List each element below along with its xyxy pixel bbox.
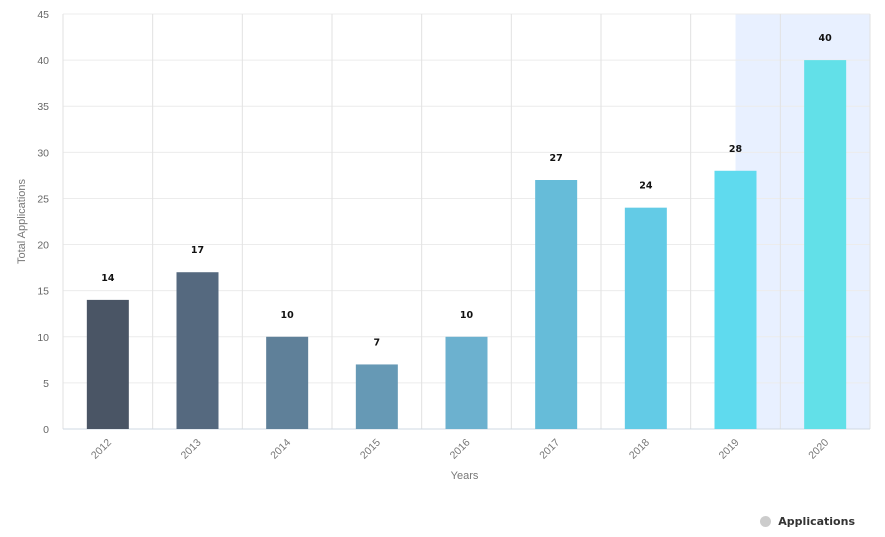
bar bbox=[266, 336, 309, 429]
highlight-band bbox=[735, 14, 870, 429]
x-axis-ticks: 2012 2013 2014 2015 2016 2017 2018 2019 2020 bbox=[89, 437, 831, 462]
x-tick-label: 2018 bbox=[627, 437, 652, 462]
y-tick-label: 35 bbox=[37, 101, 49, 113]
data-label: 27 bbox=[550, 153, 563, 164]
data-label: 10 bbox=[281, 310, 295, 321]
legend-marker bbox=[760, 516, 772, 527]
y-axis-ticks: 0 5 10 15 20 25 30 35 40 45 bbox=[37, 9, 49, 436]
data-label: 7 bbox=[374, 337, 381, 348]
y-tick-label: 45 bbox=[37, 9, 49, 21]
bar bbox=[804, 60, 847, 429]
x-tick-label: 2013 bbox=[179, 437, 204, 462]
data-label: 28 bbox=[729, 144, 743, 155]
data-labels: 14 17 10 7 10 27 24 28 40 bbox=[101, 33, 832, 348]
bar bbox=[445, 336, 488, 429]
x-tick-label: 2012 bbox=[89, 437, 114, 462]
bar bbox=[624, 207, 667, 429]
y-tick-label: 5 bbox=[43, 378, 49, 390]
legend-label: Applications bbox=[778, 515, 855, 528]
y-axis-title: Total Applications bbox=[16, 179, 28, 264]
x-tick-label: 2020 bbox=[806, 437, 831, 462]
data-label: 10 bbox=[460, 310, 474, 321]
y-tick-label: 25 bbox=[37, 193, 49, 205]
legend[interactable]: Applications bbox=[760, 515, 855, 528]
y-tick-label: 15 bbox=[37, 286, 49, 298]
y-tick-label: 40 bbox=[37, 55, 49, 67]
x-axis-title: Years bbox=[451, 470, 479, 482]
x-tick-label: 2017 bbox=[537, 437, 562, 462]
bars bbox=[86, 60, 847, 429]
data-label: 24 bbox=[639, 181, 653, 192]
y-tick-label: 0 bbox=[43, 424, 49, 436]
bar bbox=[714, 170, 757, 429]
data-label: 17 bbox=[191, 245, 204, 256]
x-tick-label: 2015 bbox=[358, 437, 383, 462]
bar bbox=[176, 272, 219, 429]
x-tick-label: 2014 bbox=[268, 437, 293, 462]
y-tick-label: 20 bbox=[37, 240, 49, 252]
data-label: 40 bbox=[819, 33, 833, 44]
x-tick-label: 2019 bbox=[717, 437, 742, 462]
y-tick-label: 10 bbox=[37, 332, 49, 344]
x-tick-label: 2016 bbox=[448, 437, 473, 462]
bar bbox=[355, 364, 398, 429]
y-tick-label: 30 bbox=[37, 147, 49, 159]
bar bbox=[535, 180, 578, 429]
bar bbox=[86, 299, 129, 429]
data-label: 14 bbox=[101, 273, 115, 284]
